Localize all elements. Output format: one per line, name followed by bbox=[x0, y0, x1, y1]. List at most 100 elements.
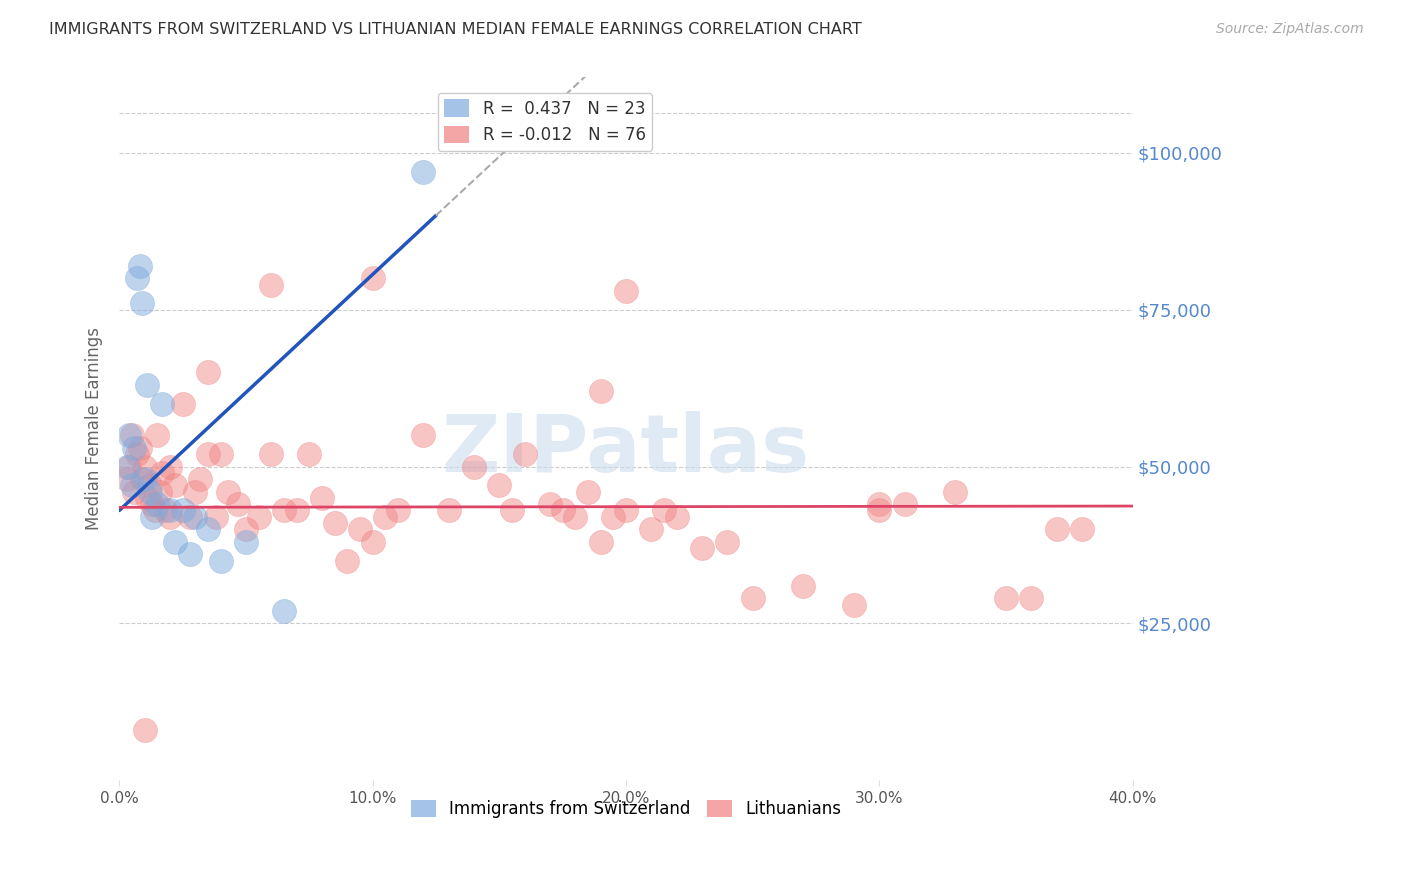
Point bbox=[188, 472, 211, 486]
Point bbox=[792, 579, 814, 593]
Point bbox=[150, 397, 173, 411]
Point bbox=[273, 604, 295, 618]
Point bbox=[412, 428, 434, 442]
Point bbox=[1019, 591, 1042, 606]
Text: Source: ZipAtlas.com: Source: ZipAtlas.com bbox=[1216, 22, 1364, 37]
Point bbox=[298, 447, 321, 461]
Point bbox=[115, 459, 138, 474]
Point bbox=[842, 598, 865, 612]
Point bbox=[741, 591, 763, 606]
Point bbox=[336, 554, 359, 568]
Point bbox=[136, 491, 159, 505]
Point bbox=[716, 534, 738, 549]
Point bbox=[868, 497, 890, 511]
Text: ZIPatlas: ZIPatlas bbox=[441, 411, 810, 489]
Point bbox=[138, 484, 160, 499]
Point bbox=[134, 723, 156, 737]
Point bbox=[197, 522, 219, 536]
Point bbox=[150, 466, 173, 480]
Point bbox=[204, 509, 226, 524]
Point bbox=[690, 541, 713, 555]
Point bbox=[131, 296, 153, 310]
Point bbox=[501, 503, 523, 517]
Point bbox=[134, 472, 156, 486]
Point bbox=[247, 509, 270, 524]
Point bbox=[159, 503, 181, 517]
Point bbox=[614, 284, 637, 298]
Point bbox=[589, 534, 612, 549]
Point bbox=[163, 534, 186, 549]
Point bbox=[228, 497, 250, 511]
Point bbox=[124, 484, 146, 499]
Point bbox=[125, 447, 148, 461]
Point bbox=[564, 509, 586, 524]
Point bbox=[463, 459, 485, 474]
Y-axis label: Median Female Earnings: Median Female Earnings bbox=[86, 327, 103, 531]
Point bbox=[197, 365, 219, 379]
Point bbox=[614, 503, 637, 517]
Point bbox=[374, 509, 396, 524]
Point bbox=[184, 509, 207, 524]
Point bbox=[149, 484, 172, 499]
Point bbox=[118, 459, 141, 474]
Point bbox=[163, 478, 186, 492]
Point bbox=[994, 591, 1017, 606]
Point bbox=[538, 497, 561, 511]
Point bbox=[285, 503, 308, 517]
Point bbox=[134, 459, 156, 474]
Point bbox=[184, 484, 207, 499]
Point bbox=[311, 491, 333, 505]
Point bbox=[868, 503, 890, 517]
Point bbox=[488, 478, 510, 492]
Point bbox=[121, 478, 143, 492]
Point bbox=[159, 509, 181, 524]
Point bbox=[589, 384, 612, 399]
Point bbox=[235, 522, 257, 536]
Point bbox=[179, 548, 201, 562]
Point bbox=[361, 534, 384, 549]
Point bbox=[437, 503, 460, 517]
Point bbox=[141, 509, 163, 524]
Point bbox=[128, 259, 150, 273]
Point bbox=[665, 509, 688, 524]
Point bbox=[551, 503, 574, 517]
Point bbox=[209, 447, 232, 461]
Point bbox=[602, 509, 624, 524]
Point bbox=[260, 277, 283, 292]
Point bbox=[513, 447, 536, 461]
Legend: Immigrants from Switzerland, Lithuanians: Immigrants from Switzerland, Lithuanians bbox=[404, 793, 848, 825]
Point bbox=[893, 497, 915, 511]
Point bbox=[138, 478, 160, 492]
Point bbox=[141, 497, 163, 511]
Point bbox=[235, 534, 257, 549]
Point bbox=[125, 271, 148, 285]
Point bbox=[652, 503, 675, 517]
Point bbox=[118, 428, 141, 442]
Point bbox=[1045, 522, 1067, 536]
Point bbox=[115, 472, 138, 486]
Point bbox=[209, 554, 232, 568]
Point bbox=[943, 484, 966, 499]
Point bbox=[159, 459, 181, 474]
Point bbox=[143, 503, 166, 517]
Point bbox=[323, 516, 346, 530]
Point bbox=[136, 378, 159, 392]
Point bbox=[172, 503, 194, 517]
Point bbox=[121, 428, 143, 442]
Text: IMMIGRANTS FROM SWITZERLAND VS LITHUANIAN MEDIAN FEMALE EARNINGS CORRELATION CHA: IMMIGRANTS FROM SWITZERLAND VS LITHUANIA… bbox=[49, 22, 862, 37]
Point bbox=[128, 441, 150, 455]
Point bbox=[412, 164, 434, 178]
Point bbox=[361, 271, 384, 285]
Point bbox=[640, 522, 662, 536]
Point bbox=[172, 397, 194, 411]
Point bbox=[349, 522, 371, 536]
Point bbox=[179, 509, 201, 524]
Point bbox=[146, 428, 169, 442]
Point bbox=[1070, 522, 1092, 536]
Point bbox=[387, 503, 409, 517]
Point bbox=[197, 447, 219, 461]
Point bbox=[153, 503, 176, 517]
Point bbox=[146, 497, 169, 511]
Point bbox=[576, 484, 599, 499]
Point bbox=[217, 484, 239, 499]
